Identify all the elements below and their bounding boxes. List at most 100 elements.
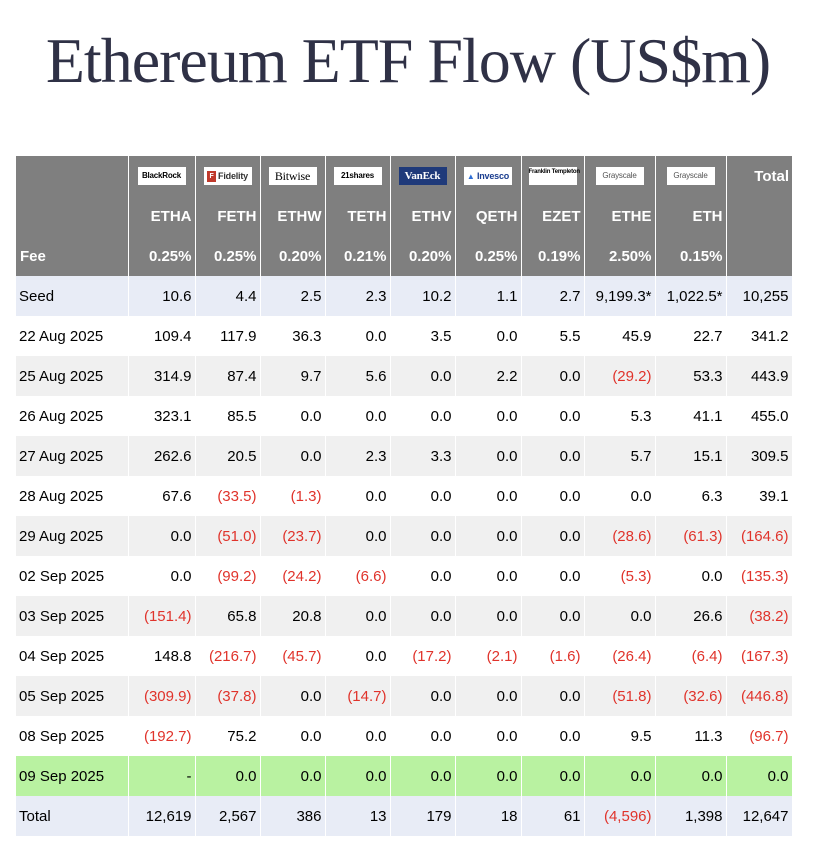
row-label: 26 Aug 2025: [16, 396, 129, 436]
flow-cell: 12,619: [128, 796, 196, 836]
flow-cell: (51.8): [584, 676, 656, 716]
row-label: Seed: [16, 276, 129, 316]
ticker-eth: ETH: [655, 196, 727, 236]
flow-cell: 314.9: [128, 356, 196, 396]
flow-cell: 262.6: [128, 436, 196, 476]
fee-etha: 0.25%: [128, 236, 196, 276]
flow-cell: 0.0: [260, 756, 326, 796]
table-row: 09 Sep 2025-0.0 0.0 0.0 0.0 0.0 0.0 0.0 0.0 0.0: [16, 756, 793, 796]
flow-cell: 2.3: [325, 276, 391, 316]
flow-cell: 0.0: [390, 476, 456, 516]
fee-ezet: 0.19%: [521, 236, 585, 276]
table-row: 02 Sep 2025 0.0 (99.2) (24.2) (6.6) 0.0 0.0 0.0…: [16, 556, 793, 596]
flow-cell: 6.3: [655, 476, 727, 516]
table-row: 29 Aug 2025 0.0 (51.0) (23.7) 0.0 0.0 0.0 0.0 (2…: [16, 516, 793, 556]
flow-cell: 1,022.5*: [655, 276, 727, 316]
table-row: 05 Sep 2025 (309.9) (37.8) 0.0 (14.7) 0.0 0.0 0…: [16, 676, 793, 716]
flow-cell: 0.0: [521, 676, 585, 716]
flow-cell: 0.0: [655, 756, 727, 796]
21shares-logo: 21shares: [333, 167, 382, 186]
flow-cell: 65.8: [195, 596, 261, 636]
flow-cell: (4,596): [584, 796, 656, 836]
flow-cell: 0.0: [260, 396, 326, 436]
blackrock-logo: BlackRock: [137, 167, 186, 186]
flow-cell: (151.4): [128, 596, 196, 636]
table-row: 04 Sep 2025 148.8 (216.7) (45.7) 0.0 (17.2) (2…: [16, 636, 793, 676]
flow-cell: 0.0: [455, 516, 522, 556]
flow-cell: 0.0: [390, 516, 456, 556]
flow-cell: 1.1: [455, 276, 522, 316]
flow-cell: 2,567: [195, 796, 261, 836]
flow-cell: (99.2): [195, 556, 261, 596]
flow-cell: 0.0: [655, 556, 727, 596]
flow-cell: (6.6): [325, 556, 391, 596]
flow-cell: 36.3: [260, 316, 326, 356]
flow-cell: 386: [260, 796, 326, 836]
flow-cell: (37.8): [195, 676, 261, 716]
row-label: 05 Sep 2025: [16, 676, 129, 716]
row-total-cell: (164.6): [726, 516, 793, 556]
flow-cell: (26.4): [584, 636, 656, 676]
table-row: Total 12,619 2,567 386 13 179 18 61 (4,596) 1,398…: [16, 796, 793, 836]
flow-cell: 0.0: [325, 636, 391, 676]
fee-eth: 0.15%: [655, 236, 727, 276]
ticker-feth: FETH: [195, 196, 261, 236]
flow-cell: 87.4: [195, 356, 261, 396]
flow-cell: (45.7): [260, 636, 326, 676]
flow-cell: (5.3): [584, 556, 656, 596]
flow-cell: 0.0: [260, 676, 326, 716]
flow-cell: 0.0: [455, 476, 522, 516]
table-row: 26 Aug 2025 323.1 85.5 0.0 0.0 0.0 0.0 0.0 5.3 41…: [16, 396, 793, 436]
ticker-ethv: ETHV: [390, 196, 456, 236]
flow-cell: 0.0: [325, 596, 391, 636]
flow-cell: 75.2: [195, 716, 261, 756]
fee-qeth: 0.25%: [455, 236, 522, 276]
flow-cell: 0.0: [521, 596, 585, 636]
flow-cell: 26.6: [655, 596, 727, 636]
row-total-cell: (96.7): [726, 716, 793, 756]
row-total-cell: (38.2): [726, 596, 793, 636]
row-label: 25 Aug 2025: [16, 356, 129, 396]
flow-cell: 45.9: [584, 316, 656, 356]
flow-cell: 4.4: [195, 276, 261, 316]
row-total-cell: (446.8): [726, 676, 793, 716]
flow-cell: 85.5: [195, 396, 261, 436]
flow-cell: 0.0: [260, 716, 326, 756]
flow-cell: 0.0: [128, 556, 196, 596]
flow-cell: 117.9: [195, 316, 261, 356]
row-label: 09 Sep 2025: [16, 756, 129, 796]
flow-cell: 41.1: [655, 396, 727, 436]
flow-cell: 2.5: [260, 276, 326, 316]
flow-cell: 0.0: [390, 596, 456, 636]
flow-cell: 109.4: [128, 316, 196, 356]
flow-cell: 0.0: [455, 756, 522, 796]
table-row: 08 Sep 2025 (192.7) 75.2 0.0 0.0 0.0 0.0 0.0 9.5…: [16, 716, 793, 756]
invesco-mark-icon: ▲: [466, 172, 475, 182]
flow-cell: 0.0: [390, 396, 456, 436]
flow-cell: 0.0: [521, 436, 585, 476]
flow-cell: 323.1: [128, 396, 196, 436]
flow-cell: 0.0: [455, 676, 522, 716]
flow-cell: 9.7: [260, 356, 326, 396]
flow-cell: 0.0: [584, 476, 656, 516]
flow-cell: (61.3): [655, 516, 727, 556]
flow-cell: 179: [390, 796, 456, 836]
flow-cell: 5.5: [521, 316, 585, 356]
row-total-cell: 39.1: [726, 476, 793, 516]
flow-cell: 0.0: [325, 396, 391, 436]
row-total-cell: 12,647: [726, 796, 793, 836]
flow-cell: 5.7: [584, 436, 656, 476]
table-row: 27 Aug 2025 262.6 20.5 0.0 2.3 3.3 0.0 0.0 5.7 15…: [16, 436, 793, 476]
flow-cell: (192.7): [128, 716, 196, 756]
vaneck-logo: VanEck: [398, 167, 447, 186]
row-total-cell: 341.2: [726, 316, 793, 356]
row-total-cell: (135.3): [726, 556, 793, 596]
total-header: Total: [726, 156, 792, 196]
table-row: 28 Aug 2025 67.6 (33.5) (1.3) 0.0 0.0 0.0 0.0 0.…: [16, 476, 793, 516]
ticker-qeth: QETH: [455, 196, 522, 236]
flow-cell: 15.1: [655, 436, 727, 476]
issuer-logo-row: BlackRock F Fidelity Bitwise 21shares Van…: [16, 156, 792, 196]
flow-cell: 0.0: [325, 716, 391, 756]
flow-cell: 20.5: [195, 436, 261, 476]
flow-cell: 0.0: [584, 596, 656, 636]
